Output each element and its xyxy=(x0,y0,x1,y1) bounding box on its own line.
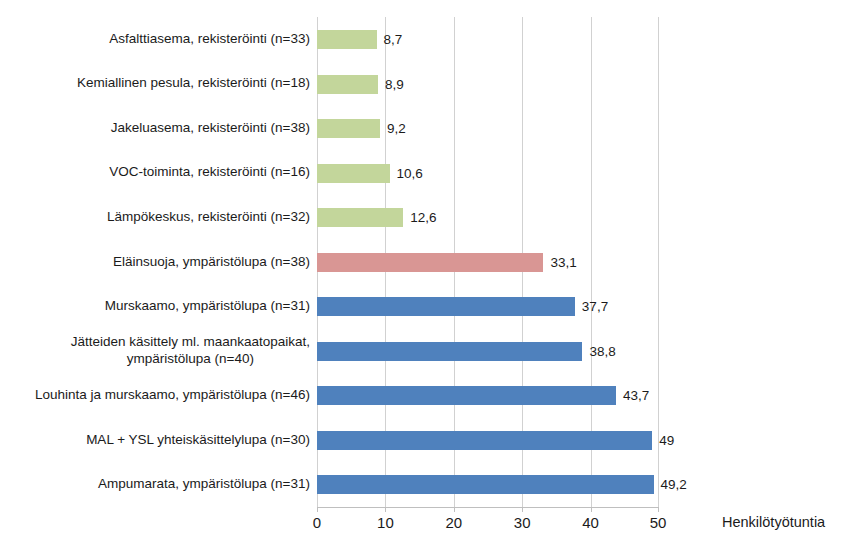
bar xyxy=(317,75,378,94)
bar xyxy=(317,431,652,450)
axis-tick xyxy=(454,507,455,512)
category-label-text: Louhinta ja murskaamo, ympäristölupa (n=… xyxy=(35,387,310,404)
x-tick-label: 30 xyxy=(492,514,552,531)
category-label: Jätteiden käsittely ml. maankaatopaikat,… xyxy=(0,329,310,374)
plot-area: 8,7 8,9 9,2 10,6 12,6 33,1 37,7 38,8 43,7 4949,2 xyxy=(317,17,659,508)
category-label: Kemiallinen pesula, rekisteröinti (n=18) xyxy=(0,62,310,107)
axis-tick xyxy=(591,507,592,512)
bar-row: 10,6 xyxy=(317,151,659,196)
x-tick-label: 20 xyxy=(424,514,484,531)
bar xyxy=(317,164,390,183)
category-label: Murskaamo, ympäristölupa (n=31) xyxy=(0,284,310,329)
bar-row: 38,8 xyxy=(317,329,659,374)
category-label-text: Murskaamo, ympäristölupa (n=31) xyxy=(105,298,310,315)
bar xyxy=(317,119,380,138)
category-label: MAL + YSL yhteiskäsittelylupa (n=30) xyxy=(0,418,310,463)
x-tick-label: 0 xyxy=(287,514,347,531)
category-label: Louhinta ja murskaamo, ympäristölupa (n=… xyxy=(0,373,310,418)
value-label: 10,6 xyxy=(397,164,423,183)
category-label: VOC-toiminta, rekisteröinti (n=16) xyxy=(0,151,310,196)
value-label: 38,8 xyxy=(589,342,615,361)
bar-row: 49 xyxy=(317,418,659,463)
bar-chart: 8,78,99,210,612,633,137,738,843,74949,2 … xyxy=(0,0,842,544)
bar xyxy=(317,208,403,227)
x-tick-label: 50 xyxy=(628,514,688,531)
category-label-text: Jakeluasema, rekisteröinti (n=38) xyxy=(111,120,310,137)
bar-row: 33,1 xyxy=(317,240,659,285)
category-label: Lämpökeskus, rekisteröinti (n=32) xyxy=(0,195,310,240)
bar xyxy=(317,253,543,272)
category-label: Ampumarata, ympäristölupa (n=31) xyxy=(0,462,310,507)
bar xyxy=(317,342,582,361)
category-label-text: Asfalttiasema, rekisteröinti (n=33) xyxy=(109,31,310,48)
bar-row: 9,2 xyxy=(317,106,659,151)
bar xyxy=(317,297,575,316)
category-label: Eläinsuoja, ympäristölupa (n=38) xyxy=(0,240,310,285)
category-label-text: Kemiallinen pesula, rekisteröinti (n=18) xyxy=(77,75,310,92)
x-tick-label: 10 xyxy=(355,514,415,531)
bar-row: 12,6 xyxy=(317,195,659,240)
category-label-text: MAL + YSL yhteiskäsittelylupa (n=30) xyxy=(86,432,310,449)
bar-row: 8,9 xyxy=(317,62,659,107)
value-label: 9,2 xyxy=(387,119,406,138)
x-axis-title: Henkilötyötuntia xyxy=(722,514,825,530)
value-label: 43,7 xyxy=(623,386,649,405)
bar-row: 43,7 xyxy=(317,373,659,418)
category-label-text: Ampumarata, ympäristölupa (n=31) xyxy=(98,476,310,493)
bar xyxy=(317,386,616,405)
category-label-text: Eläinsuoja, ympäristölupa (n=38) xyxy=(113,254,310,271)
value-label: 33,1 xyxy=(550,253,576,272)
axis-tick xyxy=(385,507,386,512)
bar-row: 37,7 xyxy=(317,284,659,329)
value-label: 37,7 xyxy=(582,297,608,316)
bar-row: 8,7 xyxy=(317,17,659,62)
value-label: 8,9 xyxy=(385,75,404,94)
bar xyxy=(317,30,377,49)
category-label: Asfalttiasema, rekisteröinti (n=33) xyxy=(0,17,310,62)
axis-tick xyxy=(522,507,523,512)
value-label: 49 xyxy=(659,431,674,450)
x-tick-label: 40 xyxy=(561,514,621,531)
category-label-text: VOC-toiminta, rekisteröinti (n=16) xyxy=(109,164,310,181)
value-label: 49,2 xyxy=(661,475,687,494)
axis-tick xyxy=(317,507,318,512)
category-label-text: Jätteiden käsittely ml. maankaatopaikat,… xyxy=(71,334,310,368)
category-label: Jakeluasema, rekisteröinti (n=38) xyxy=(0,106,310,151)
category-label-text: Lämpökeskus, rekisteröinti (n=32) xyxy=(107,209,310,226)
value-label: 12,6 xyxy=(410,208,436,227)
bar xyxy=(317,475,654,494)
axis-tick xyxy=(658,507,659,512)
bar-row: 49,2 xyxy=(317,462,659,507)
value-label: 8,7 xyxy=(384,30,403,49)
